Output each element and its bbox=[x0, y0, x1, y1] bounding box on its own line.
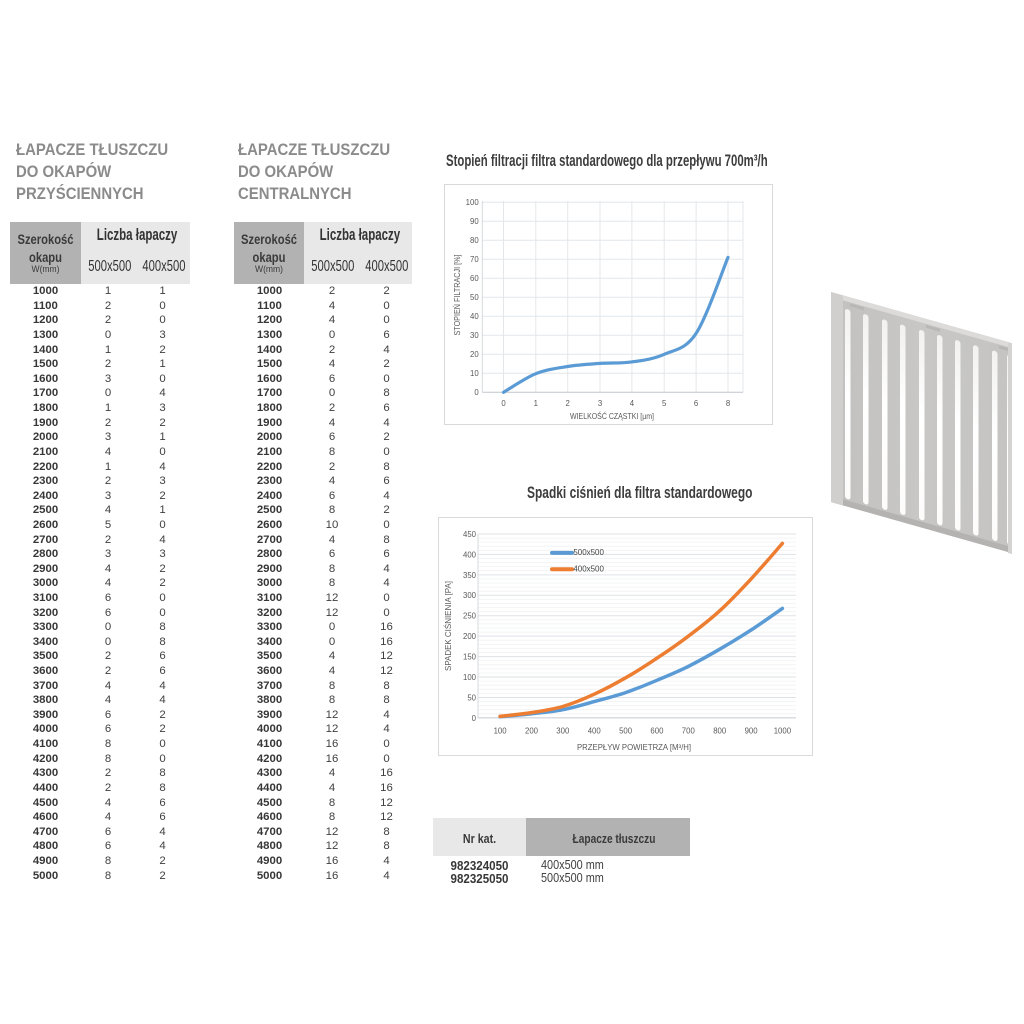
svg-text:400: 400 bbox=[588, 726, 602, 735]
svg-text:3: 3 bbox=[598, 399, 602, 408]
svg-text:8: 8 bbox=[726, 399, 730, 408]
svg-text:300: 300 bbox=[556, 726, 570, 735]
svg-text:STOPIEŃ FILTRACJI [%]: STOPIEŃ FILTRACJI [%] bbox=[452, 255, 462, 336]
svg-text:WIELKOŚĆ CZĄSTKI [µm]: WIELKOŚĆ CZĄSTKI [µm] bbox=[570, 410, 654, 421]
svg-text:200: 200 bbox=[463, 632, 477, 641]
svg-text:40: 40 bbox=[470, 312, 479, 321]
svg-text:150: 150 bbox=[463, 653, 477, 662]
svg-text:20: 20 bbox=[470, 350, 479, 359]
svg-text:400: 400 bbox=[463, 550, 477, 559]
svg-text:50: 50 bbox=[470, 293, 479, 302]
svg-text:2: 2 bbox=[566, 399, 570, 408]
svg-text:1000: 1000 bbox=[774, 726, 792, 735]
svg-text:SPADEK CIŚNIENIA [PA]: SPADEK CIŚNIENIA [PA] bbox=[442, 581, 453, 671]
svg-text:100: 100 bbox=[466, 198, 480, 207]
svg-text:80: 80 bbox=[470, 236, 479, 245]
svg-text:30: 30 bbox=[470, 331, 479, 340]
svg-text:350: 350 bbox=[463, 571, 477, 580]
svg-text:900: 900 bbox=[745, 726, 759, 735]
svg-text:6: 6 bbox=[694, 399, 698, 408]
svg-text:70: 70 bbox=[470, 255, 479, 264]
svg-text:60: 60 bbox=[470, 274, 479, 283]
svg-text:0: 0 bbox=[472, 714, 477, 723]
svg-text:700: 700 bbox=[682, 726, 696, 735]
svg-text:0: 0 bbox=[474, 388, 479, 397]
svg-text:600: 600 bbox=[650, 726, 664, 735]
svg-text:50: 50 bbox=[467, 693, 476, 702]
svg-text:10: 10 bbox=[470, 369, 479, 378]
svg-text:250: 250 bbox=[463, 612, 477, 621]
svg-text:100: 100 bbox=[463, 673, 477, 682]
svg-text:200: 200 bbox=[525, 726, 539, 735]
svg-text:300: 300 bbox=[463, 591, 477, 600]
svg-text:800: 800 bbox=[713, 726, 727, 735]
svg-text:450: 450 bbox=[463, 530, 477, 539]
svg-text:90: 90 bbox=[470, 217, 479, 226]
svg-text:400x500: 400x500 bbox=[573, 564, 604, 574]
svg-text:PRZEPŁYW POWIETRZA [M³/H]: PRZEPŁYW POWIETRZA [M³/H] bbox=[577, 743, 691, 752]
svg-text:500x500: 500x500 bbox=[573, 547, 604, 557]
svg-text:500: 500 bbox=[619, 726, 633, 735]
svg-text:100: 100 bbox=[494, 726, 508, 735]
svg-text:5: 5 bbox=[662, 399, 667, 408]
svg-text:1: 1 bbox=[534, 399, 538, 408]
svg-text:4: 4 bbox=[630, 399, 635, 408]
svg-text:0: 0 bbox=[501, 399, 506, 408]
